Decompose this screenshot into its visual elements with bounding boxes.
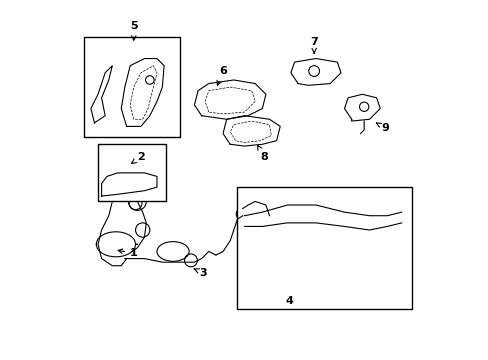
Text: 2: 2 [131,152,144,163]
Text: 1: 1 [118,248,137,258]
Ellipse shape [245,219,253,234]
Text: 9: 9 [375,123,389,133]
Text: 8: 8 [257,145,267,162]
Text: 6: 6 [217,66,226,85]
Ellipse shape [372,219,380,234]
Bar [98,144,165,202]
Text: 3: 3 [194,268,207,278]
Text: 5: 5 [130,21,137,40]
Text: 4: 4 [285,296,292,306]
FancyBboxPatch shape [278,196,339,235]
Bar [83,37,180,137]
Text: 7: 7 [310,37,317,53]
Ellipse shape [342,223,349,237]
Bar [237,187,411,309]
